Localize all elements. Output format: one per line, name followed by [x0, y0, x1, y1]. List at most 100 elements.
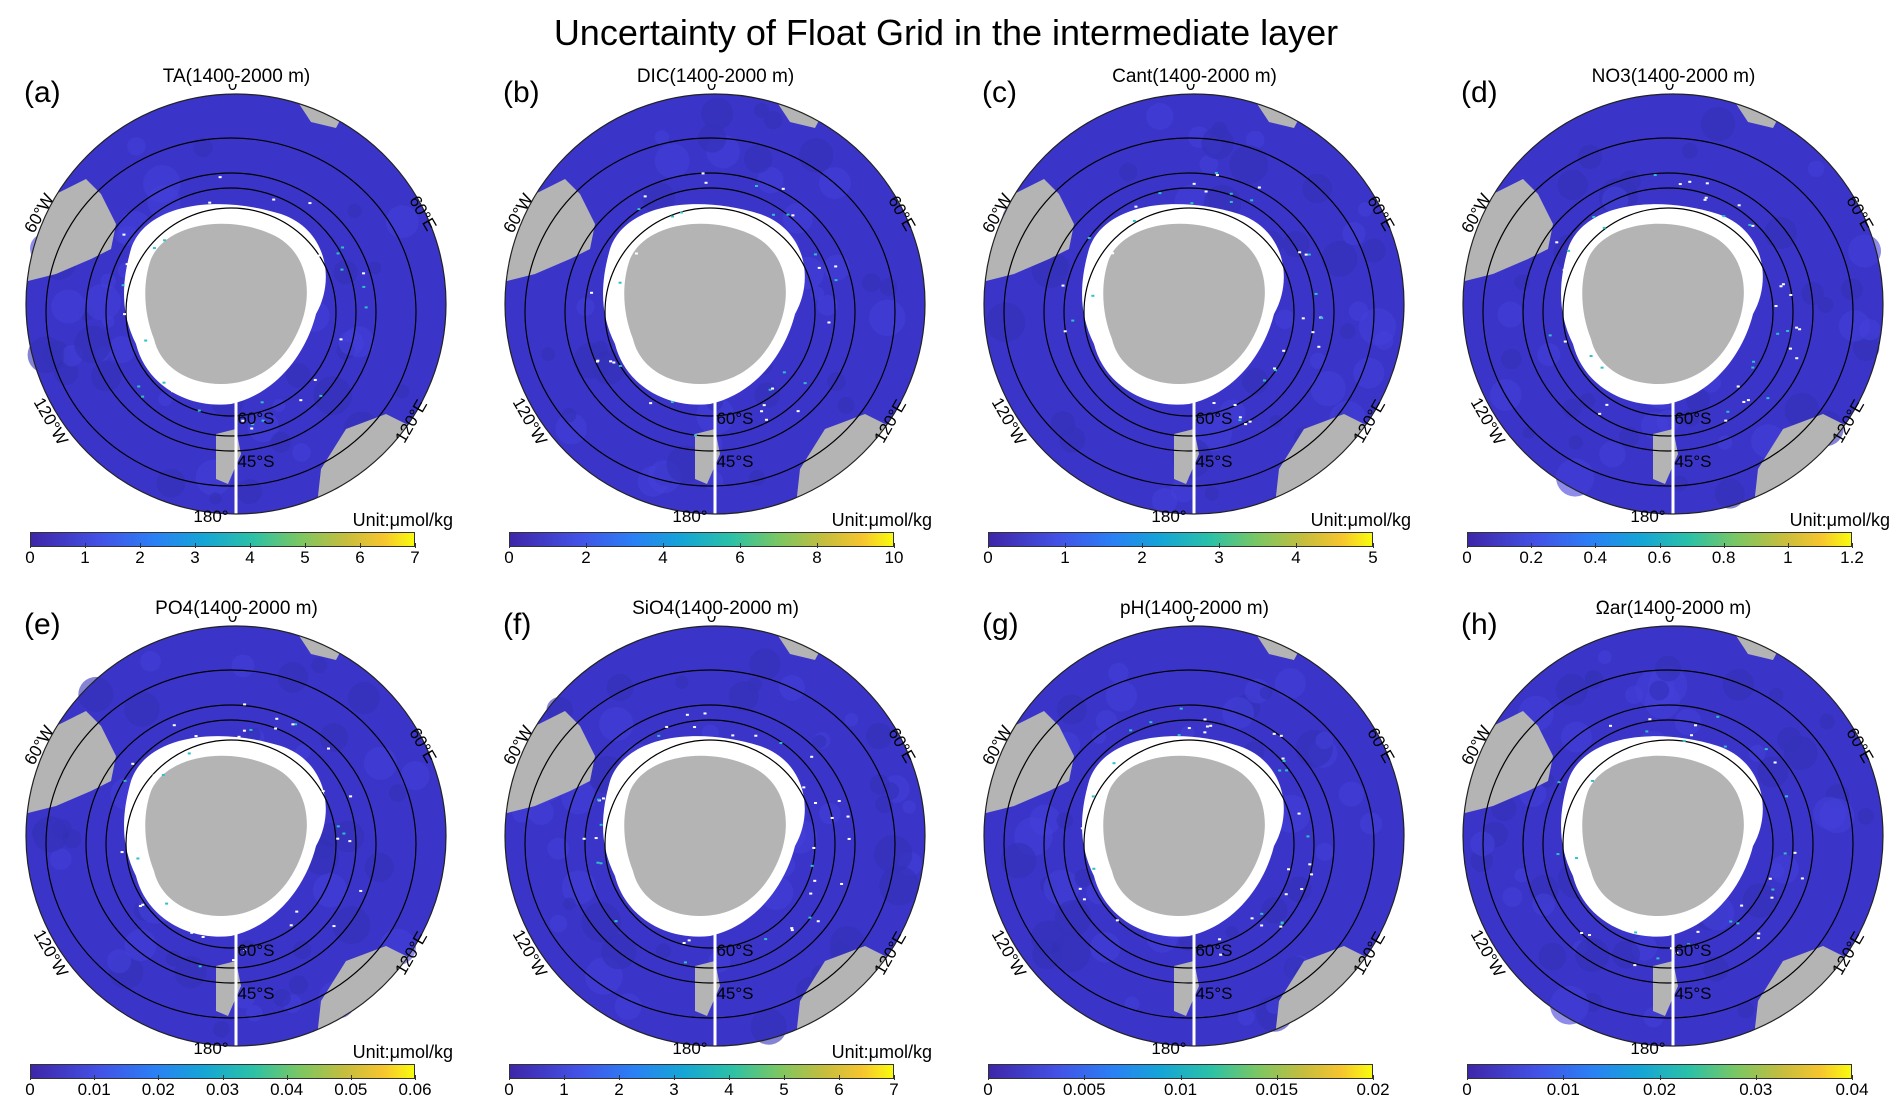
ocean-texture — [1358, 308, 1397, 346]
ocean-texture — [1682, 409, 1700, 427]
data-speckle — [1788, 347, 1792, 350]
map-frame — [983, 625, 1405, 1047]
data-speckle — [1688, 180, 1692, 183]
antarctica-land — [1582, 755, 1744, 916]
data-speckle — [141, 903, 145, 906]
data-speckle — [142, 279, 146, 282]
data-speckle — [243, 703, 247, 706]
data-speckle — [778, 761, 782, 764]
data-speckle — [340, 268, 344, 271]
data-speckle — [1111, 252, 1115, 255]
unit-label: Unit:μmol/kg — [831, 510, 932, 530]
colorbar-tick-mark — [1852, 543, 1853, 548]
data-speckle — [619, 338, 623, 341]
data-speckle — [1080, 827, 1084, 830]
data-speckle — [1212, 402, 1216, 405]
ocean-texture — [1309, 352, 1327, 370]
data-speckle — [837, 799, 841, 802]
data-speckle — [817, 266, 821, 269]
ocean-texture — [1859, 319, 1881, 341]
data-speckle — [609, 360, 613, 363]
contour-front — [564, 704, 856, 984]
colorbar-tick-label: 0.015 — [1255, 1080, 1299, 1099]
contour-front — [524, 669, 896, 1019]
ocean-texture — [869, 774, 890, 795]
data-speckle — [1257, 186, 1261, 189]
contour-front — [105, 719, 357, 969]
data-speckle — [1648, 718, 1652, 721]
ocean-texture — [1550, 985, 1590, 1025]
ocean-texture — [902, 800, 916, 814]
ocean-texture — [27, 336, 65, 374]
label-180: 180° — [1630, 1039, 1665, 1056]
data-speckle — [1795, 326, 1799, 329]
colorbar-ticks: 0 0.005 0.01 0.015 0.02 — [983, 1075, 1390, 1104]
ocean-texture — [1470, 849, 1493, 873]
ocean-texture — [654, 130, 669, 145]
ocean-texture — [1619, 170, 1641, 193]
colorbar-tick-mark — [1219, 543, 1220, 548]
data-speckle — [1219, 953, 1223, 956]
colorbar-tick-label: 5 — [779, 1080, 789, 1099]
data-speckle — [137, 309, 141, 312]
data-speckle — [1250, 917, 1254, 920]
ocean-texture — [292, 443, 311, 462]
colorbar-tick-mark — [222, 1075, 224, 1080]
map-frame — [1462, 625, 1884, 1047]
data-speckle — [1125, 752, 1129, 755]
ocean-texture — [1532, 893, 1555, 916]
ocean-texture — [285, 363, 311, 388]
data-speckle — [1773, 761, 1777, 764]
colorbar-tick-label: 1.2 — [1840, 548, 1864, 567]
colorbar-tick-label: 0 — [504, 1080, 514, 1099]
data-speckle — [1705, 182, 1709, 185]
panel-title: SiO4(1400-2000 m) — [632, 598, 799, 619]
data-speckle — [1282, 759, 1286, 762]
data-speckle — [1284, 893, 1288, 896]
map-frame — [25, 625, 447, 1047]
contour-front — [584, 187, 836, 437]
data-speckle — [319, 394, 323, 397]
data-speckle — [635, 902, 639, 905]
colorbar-tick-mark — [674, 1075, 675, 1080]
colorbar-tick-label: 8 — [812, 548, 822, 567]
label-45s: 45°S — [1674, 452, 1711, 471]
ocean-texture — [51, 289, 86, 324]
data-speckle — [162, 369, 166, 372]
ocean-texture — [812, 734, 827, 749]
data-speckle — [1602, 226, 1606, 229]
data-speckle — [1770, 896, 1774, 899]
data-speckle — [1274, 369, 1278, 372]
colorbar-ticks: 0 0.01 0.02 0.03 0.04 — [1462, 1075, 1869, 1104]
ocean-texture — [1108, 662, 1129, 684]
contour-front — [85, 704, 377, 984]
data-speckle — [1724, 419, 1728, 422]
colorbar-ticks: 0 1 2 3 4 5 — [983, 543, 1378, 572]
colorbar-tick-mark — [305, 543, 306, 548]
map-panel: (f) SiO4(1400-2000 m) 0° 180° 60°W 60°E 120°W 1… — [479, 532, 952, 1099]
ocean-texture — [1269, 414, 1282, 428]
data-speckle — [1653, 174, 1657, 177]
data-speckle — [1317, 345, 1321, 348]
ocean-texture — [1714, 478, 1745, 509]
colorbar-tick-label: 1 — [1060, 548, 1070, 567]
colorbar-tick-mark — [1659, 1075, 1661, 1080]
colorbar-tick-mark — [195, 543, 196, 548]
data-speckle — [693, 434, 697, 437]
colorbar-tick-mark — [250, 543, 251, 548]
data-speckle — [810, 864, 814, 867]
data-speckle — [332, 925, 336, 928]
ocean-texture — [743, 144, 773, 174]
ocean-texture — [293, 940, 312, 960]
label-180: 180° — [1151, 507, 1186, 524]
data-speckle — [1751, 224, 1755, 227]
map-panel: (c) Cant(1400-2000 m) 0° 180° 60°W 60°E 120°W 1… — [958, 0, 1431, 567]
data-speckle — [779, 742, 783, 745]
ocean-texture — [1302, 173, 1332, 204]
map-frame — [25, 93, 447, 515]
contour-front — [1562, 207, 1774, 417]
ocean-texture — [1562, 398, 1582, 419]
data-speckle — [1229, 200, 1233, 203]
data-speckle — [131, 762, 135, 765]
colorbar-tick-mark — [1180, 1075, 1182, 1080]
